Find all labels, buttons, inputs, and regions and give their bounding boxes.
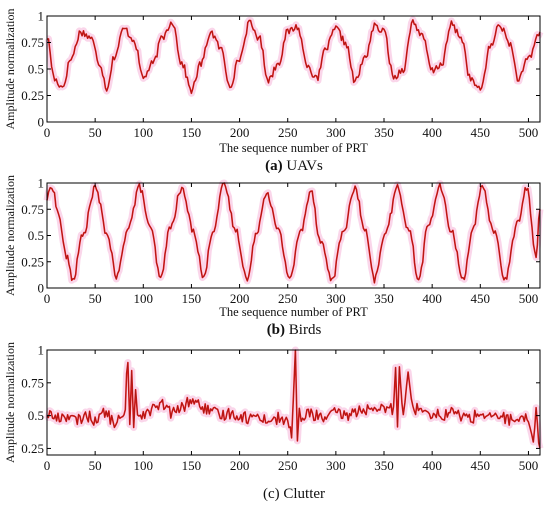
x-tick-label: 350 [374,291,394,306]
x-tick-label: 100 [134,125,154,140]
x-tick-label: 250 [278,458,298,473]
x-tick-label: 400 [422,125,442,140]
x-tick-label: 450 [471,458,491,473]
series-line-dark [46,349,541,449]
x-tick-label: 250 [278,125,298,140]
x-tick-label: 50 [89,458,102,473]
caption-uavs: (a) UAVs [265,158,323,174]
y-tick-label: 0.5 [28,408,44,423]
x-tick-label: 450 [471,125,491,140]
x-tick-label: 200 [230,458,250,473]
x-tick-label: 0 [44,458,51,473]
y-tick-label: 0 [38,115,45,130]
x-tick-label: 50 [89,291,102,306]
x-tick-label: 400 [422,458,442,473]
x-tick-label: 50 [89,125,102,140]
x-tick-label: 250 [278,291,298,306]
x-tick-label: 150 [182,291,202,306]
x-tick-label: 350 [374,458,394,473]
panel-uavs: 0 50 100 150 200 250 300 350 400 450 500 0 0.25 0.5 0.… [3,9,544,155]
y-tick-label: 1 [38,343,45,358]
y-axis-label: Amplitude normalization [3,9,17,130]
y-tick-label: 0.5 [28,228,44,243]
x-tick-label: 300 [326,291,346,306]
series-line-dark [46,19,541,94]
caption-clutter: (c) Clutter [263,486,325,502]
series-line-dark [46,182,541,284]
y-tick-label: 0.5 [28,62,44,77]
panel-birds: 0 50 100 150 200 250 300 350 400 450 500 0 0.25 0.5 0.… [3,175,544,319]
x-tick-label: 200 [230,125,250,140]
x-axis-label: The sequence number of PRT [219,305,368,319]
x-tick-label: 100 [134,458,154,473]
x-tick-label: 500 [519,125,539,140]
x-axis-label: The sequence number of PRT [219,141,368,155]
y-tick-label: 1 [38,176,45,191]
x-tick-label: 300 [326,458,346,473]
x-tick-label: 200 [230,291,250,306]
y-tick-label: 0.75 [21,35,44,50]
x-tick-label: 0 [44,291,51,306]
y-tick-label: 0.75 [21,375,44,390]
x-tick-label: 150 [182,125,202,140]
y-tick-label: 0.25 [21,254,44,269]
caption-birds: (b) Birds [267,322,322,338]
y-axis-label: Amplitude normalization [3,342,17,463]
y-tick-label: 0.25 [21,441,44,456]
x-tick-label: 450 [471,291,491,306]
x-tick-label: 150 [182,458,202,473]
y-tick-label: 0.25 [21,88,44,103]
y-tick-label: 0.75 [21,202,44,217]
x-tick-label: 350 [374,125,394,140]
y-axis-label: Amplitude normalization [3,175,17,296]
x-tick-label: 100 [134,291,154,306]
x-tick-label: 300 [326,125,346,140]
x-tick-label: 0 [44,125,51,140]
y-tick-label: 1 [38,9,45,24]
panel-clutter: 0 50 100 150 200 250 300 350 400 450 500 0.25 0.5 0.7… [3,342,544,473]
x-tick-label: 500 [519,291,539,306]
x-tick-label: 500 [519,458,539,473]
y-tick-label: 0 [38,281,45,296]
axes-frame [46,349,541,456]
x-tick-label: 400 [422,291,442,306]
